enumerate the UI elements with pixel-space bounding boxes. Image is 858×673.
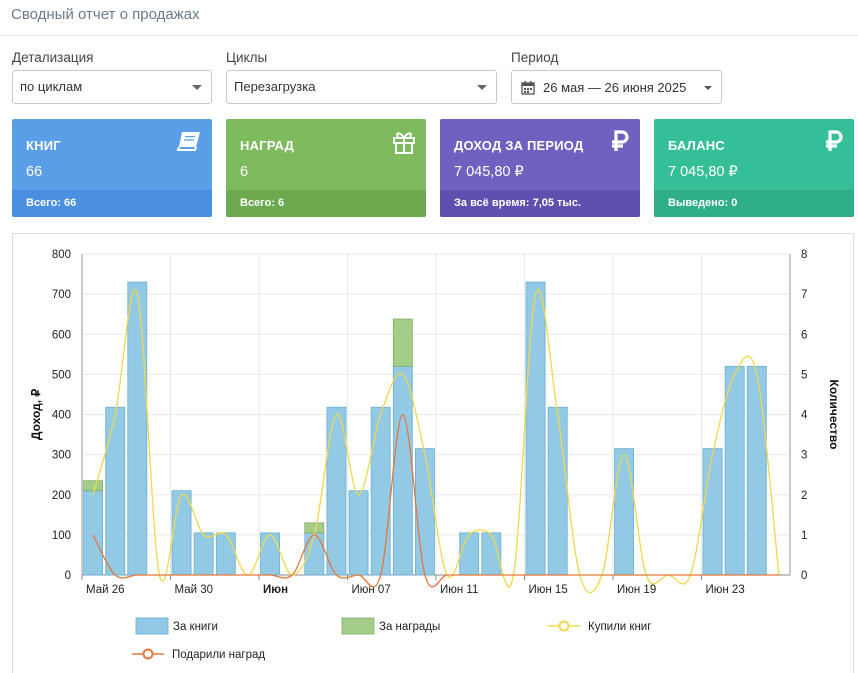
- title-divider: [0, 35, 858, 36]
- x-tick-label: Июн 07: [352, 584, 391, 596]
- y-tick-label: 700: [52, 289, 71, 301]
- bar-books: [392, 365, 413, 576]
- x-tick-label: Май 30: [175, 584, 214, 596]
- calendar-icon: [521, 81, 535, 95]
- bar-books: [746, 365, 767, 576]
- card-value: 6: [240, 164, 249, 180]
- ruble-icon: [826, 130, 843, 151]
- bar-books: [370, 406, 391, 576]
- cycles-select[interactable]: Перезагрузка: [226, 70, 497, 104]
- legend-marker: [558, 620, 570, 632]
- income-card: ДОХОД ЗА ПЕРИОД 7 045,80 ₽ За всё время:…: [440, 119, 640, 217]
- legend-label: Купили книг: [588, 621, 651, 633]
- card-title: НАГРАД: [240, 138, 295, 153]
- card-footer: Выведено: 0: [654, 190, 854, 217]
- y2-tick-label: 4: [801, 410, 808, 422]
- y2-axis-title: Количество: [827, 380, 841, 450]
- y-tick-label: 500: [52, 369, 71, 381]
- chevron-down-icon: [192, 85, 202, 90]
- detail-select[interactable]: по циклам: [12, 70, 212, 104]
- card-value: 66: [26, 164, 43, 180]
- bar-books: [724, 365, 745, 576]
- legend-label: За награды: [379, 621, 440, 633]
- bar-rewards: [83, 480, 103, 492]
- cycles-select-value: Перезагрузка: [234, 79, 316, 94]
- period-label: Период: [511, 50, 559, 65]
- bar-books: [105, 406, 126, 576]
- x-tick-label: Май 26: [86, 584, 125, 596]
- x-tick-label: Июн 23: [706, 584, 745, 596]
- ruble-icon: [612, 130, 629, 151]
- bar-books: [171, 490, 192, 576]
- card-footer: За всё время: 7,05 тыс.: [440, 190, 640, 217]
- legend-marker: [142, 648, 154, 660]
- card-title: ДОХОД ЗА ПЕРИОД: [454, 138, 584, 153]
- y-tick-label: 300: [52, 450, 71, 462]
- bar-books: [702, 448, 723, 576]
- y-tick-label: 100: [52, 530, 71, 542]
- legend-swatch: [341, 617, 375, 635]
- y2-tick-label: 0: [801, 570, 807, 582]
- bar-books: [459, 532, 480, 576]
- y-tick-label: 0: [65, 570, 71, 582]
- card-value: 7 045,80 ₽: [668, 164, 738, 180]
- bar-books: [83, 490, 103, 576]
- bar-books: [260, 532, 280, 576]
- x-tick-label: Июн 11: [440, 584, 478, 596]
- y-tick-label: 200: [52, 490, 71, 502]
- bar-books: [348, 490, 369, 576]
- y-tick-label: 600: [52, 329, 71, 341]
- bar-books: [215, 532, 236, 576]
- legend-label: Подарили наград: [172, 649, 265, 661]
- gift-icon: [393, 132, 415, 154]
- bar-books: [415, 448, 435, 576]
- chart-panel: [12, 233, 854, 673]
- period-picker-button[interactable]: 26 мая — 26 июня 2025: [511, 70, 722, 104]
- y2-tick-label: 8: [801, 249, 807, 261]
- period-value: 26 мая — 26 июня 2025: [543, 80, 687, 95]
- chevron-down-icon: [477, 85, 487, 90]
- legend-swatch: [135, 617, 169, 635]
- bar-books: [326, 406, 347, 576]
- bar-books: [547, 406, 568, 576]
- page-title: Сводный отчет о продажах: [11, 6, 200, 23]
- card-footer: Всего: 6: [226, 190, 426, 217]
- bar-rewards: [304, 522, 325, 534]
- x-tick-label: Июн 15: [529, 584, 568, 596]
- card-value: 7 045,80 ₽: [454, 164, 524, 180]
- books-card: КНИГ 66 Всего: 66: [12, 119, 212, 217]
- bar-books: [127, 281, 148, 576]
- legend-label: За книги: [173, 621, 218, 633]
- y2-tick-label: 7: [801, 289, 807, 301]
- bar-books: [525, 281, 546, 576]
- line-rewards-gifted: [92, 413, 779, 588]
- x-tick-label: Июн 19: [617, 584, 656, 596]
- y-axis-title: Доход, ₽: [29, 389, 43, 441]
- y-tick-label: 400: [52, 410, 71, 422]
- card-title: БАЛАНС: [668, 138, 725, 153]
- detail-select-value: по циклам: [20, 79, 83, 94]
- card-title: КНИГ: [26, 138, 61, 153]
- bar-books: [193, 532, 214, 576]
- balance-card: БАЛАНС 7 045,80 ₽ Выведено: 0: [654, 119, 854, 217]
- y-tick-label: 800: [52, 249, 71, 261]
- detail-label: Детализация: [12, 50, 94, 65]
- y2-tick-label: 6: [801, 329, 807, 341]
- rewards-card: НАГРАД 6 Всего: 6: [226, 119, 426, 217]
- chevron-down-icon: [704, 86, 712, 90]
- book-icon: [176, 132, 200, 151]
- bar-books: [614, 448, 634, 576]
- x-tick-label: Июн: [263, 584, 288, 596]
- y2-tick-label: 3: [801, 450, 807, 462]
- y2-tick-label: 5: [801, 369, 807, 381]
- y2-tick-label: 2: [801, 490, 807, 502]
- y2-tick-label: 1: [801, 530, 807, 542]
- cycles-label: Циклы: [226, 50, 268, 65]
- bar-rewards: [392, 318, 413, 367]
- card-footer: Всего: 66: [12, 190, 212, 217]
